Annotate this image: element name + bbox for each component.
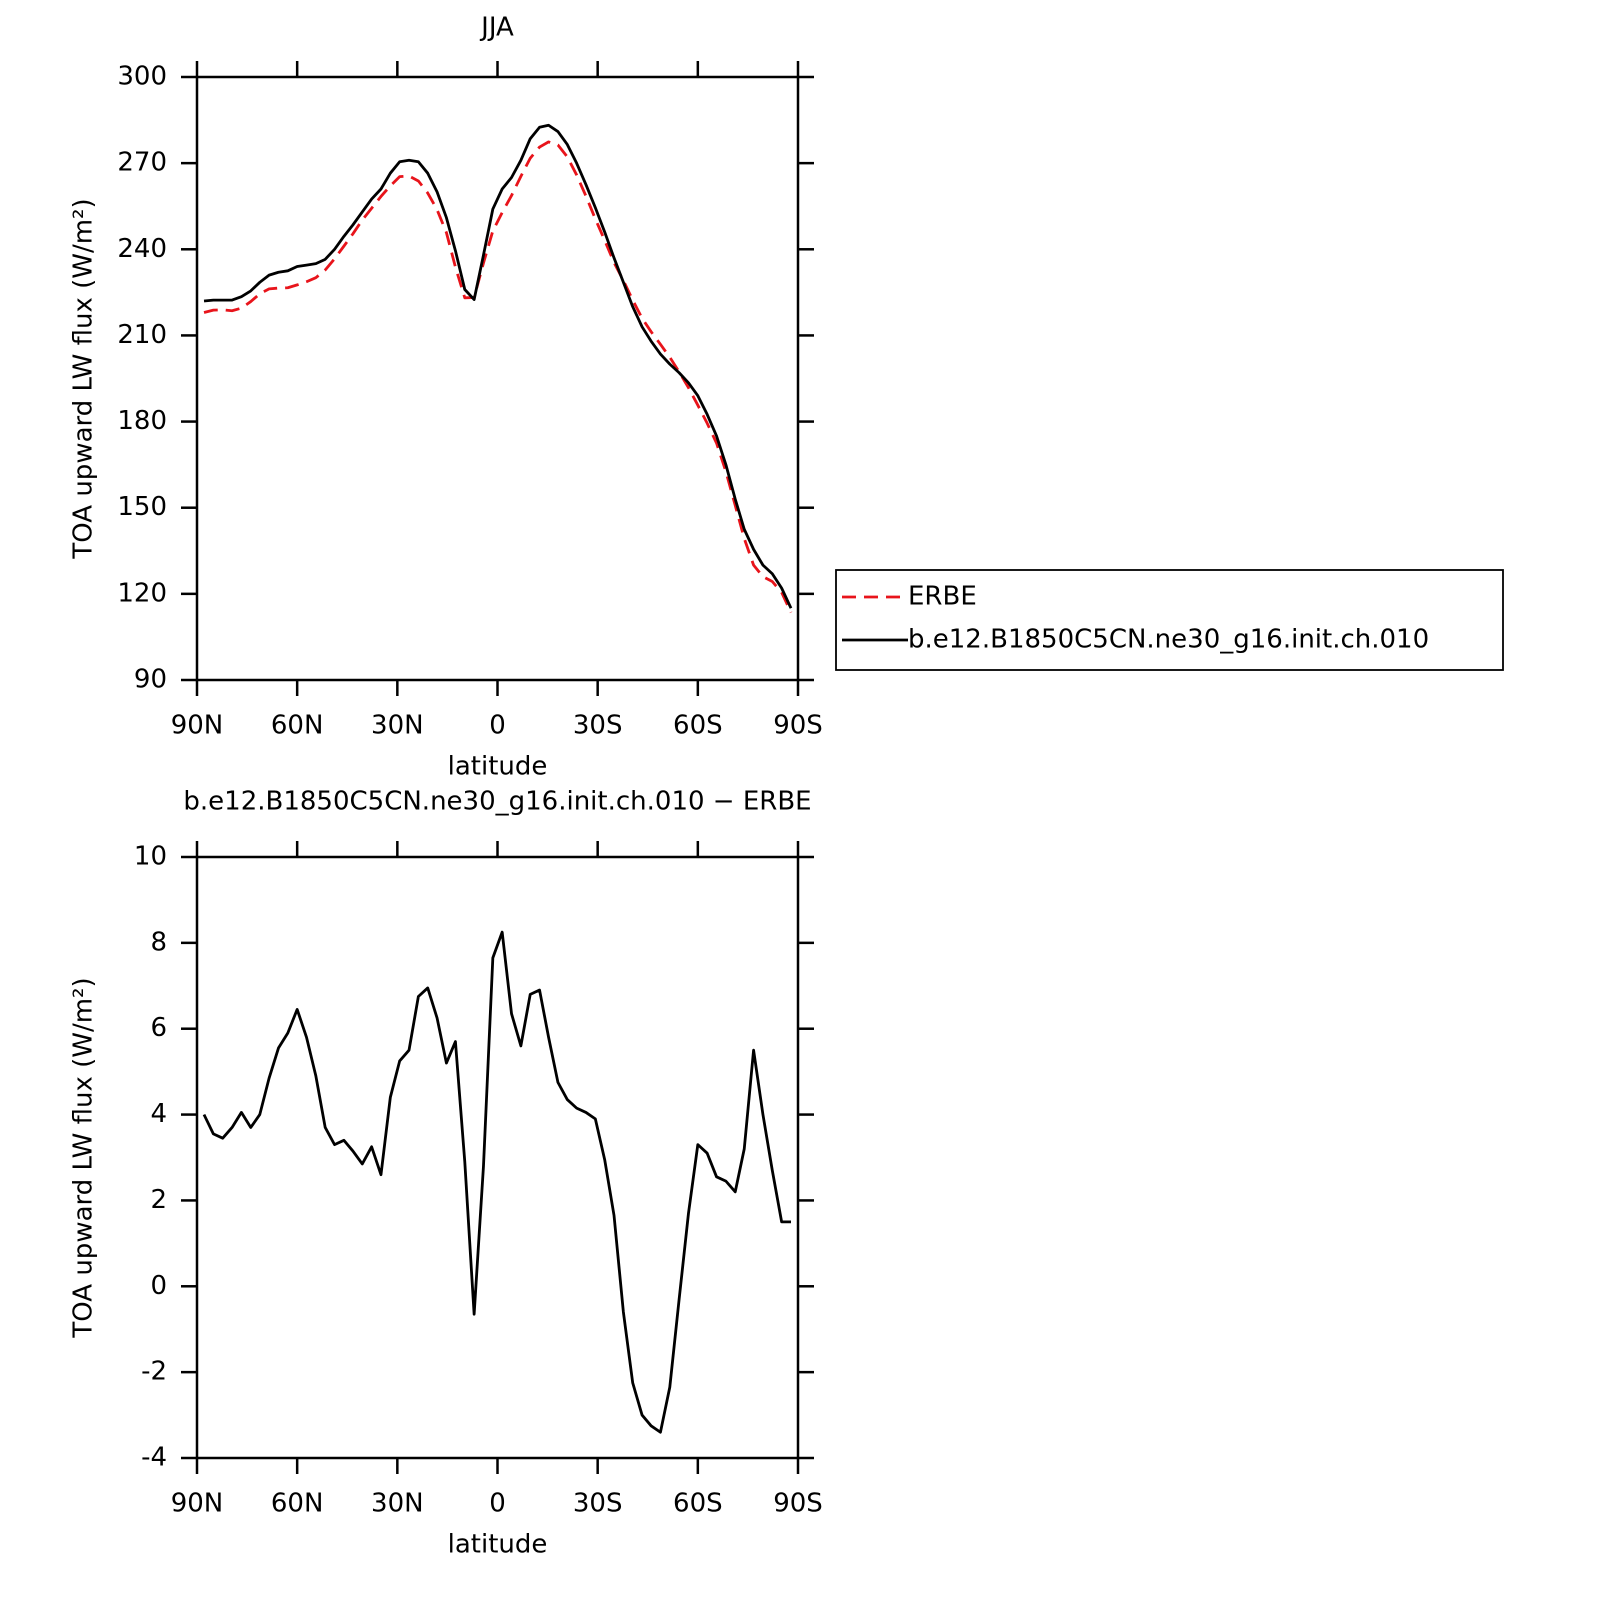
plot-frame [195, 855, 800, 1460]
y-tick-label: 270 [117, 148, 167, 178]
y-tick-label: 300 [117, 62, 167, 92]
x-tick-label: 60S [673, 1489, 723, 1519]
y-tick-label: 6 [150, 1013, 167, 1043]
x-axis-label: latitude [448, 1530, 548, 1560]
y-tick-label: 2 [150, 1185, 167, 1215]
legend-box [835, 569, 1504, 671]
y-tick-label: 210 [117, 320, 167, 350]
x-tick-label: 60N [271, 711, 324, 741]
x-tick-label: 60S [673, 711, 723, 741]
y-tick-label: 0 [150, 1271, 167, 1301]
plot-frame [195, 75, 800, 682]
x-tick-label: 90S [773, 711, 823, 741]
y-axis-label: TOA upward LW flux (W/m²) [69, 198, 99, 559]
y-tick-label: 90 [134, 665, 167, 695]
y-axis-label: TOA upward LW flux (W/m²) [69, 977, 99, 1338]
x-tick-label: 90N [171, 1489, 224, 1519]
data-line [202, 930, 791, 1434]
y-tick-label: 4 [150, 1099, 167, 1129]
x-tick-label: 30N [371, 711, 424, 741]
x-tick-label: 90N [171, 711, 224, 741]
legend-label: ERBE [908, 582, 977, 612]
legend-label: b.e12.B1850C5CN.ne30_g16.init.ch.010 [908, 625, 1429, 655]
x-tick-label: 60N [271, 1489, 324, 1519]
chart-title: b.e12.B1850C5CN.ne30_g16.init.ch.010 − E… [183, 787, 811, 817]
y-tick-label: 240 [117, 234, 167, 264]
x-tick-label: 0 [489, 1489, 506, 1519]
x-tick-label: 30S [573, 711, 623, 741]
x-axis-label: latitude [448, 752, 548, 782]
y-tick-label: 8 [150, 927, 167, 957]
x-tick-label: 0 [489, 711, 506, 741]
x-tick-label: 30S [573, 1489, 623, 1519]
y-tick-label: 180 [117, 406, 167, 436]
data-line [203, 123, 793, 609]
y-tick-label: -2 [141, 1357, 167, 1387]
x-tick-label: 30N [371, 1489, 424, 1519]
y-tick-label: 120 [117, 578, 167, 608]
x-tick-label: 90S [773, 1489, 823, 1519]
y-tick-label: 150 [117, 492, 167, 522]
chart-title: JJA [479, 13, 514, 43]
data-line [203, 140, 793, 614]
y-tick-label: 10 [134, 842, 167, 872]
y-tick-label: -4 [141, 1443, 167, 1473]
